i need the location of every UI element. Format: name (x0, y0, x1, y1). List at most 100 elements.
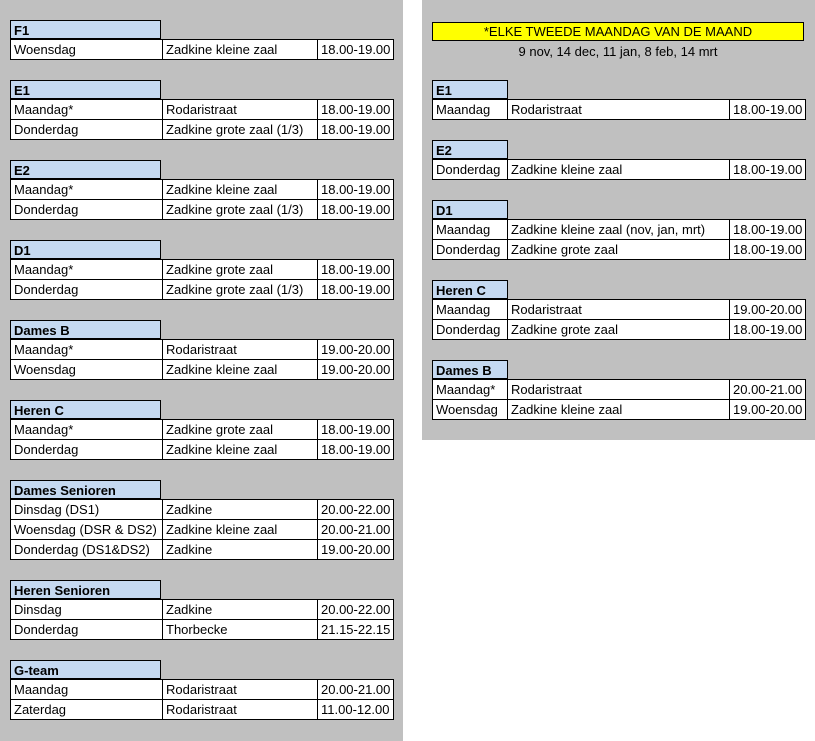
table-row: Woensdag Zadkine kleine zaal 19.00-20.00 (10, 359, 395, 380)
table-row: Woensdag Zadkine kleine zaal 19.00-20.00 (432, 399, 807, 420)
time-cell: 20.00-21.00 (728, 379, 807, 400)
schedule-table: Donderdag Zadkine kleine zaal 18.00-19.00 (432, 159, 807, 180)
table-row: Donderdag Zadkine grote zaal 18.00-19.00 (432, 319, 807, 340)
schedule-table: Maandag Zadkine kleine zaal (nov, jan, mr… (432, 219, 807, 260)
location-cell: Rodaristraat (507, 99, 730, 120)
day-cell: Maandag* (10, 179, 163, 200)
time-cell: 19.00-20.00 (728, 399, 807, 420)
table-row: Maandag* Rodaristraat 19.00-20.00 (10, 339, 395, 360)
time-cell: 18.00-19.00 (728, 319, 807, 340)
location-cell: Zadkine (162, 499, 318, 520)
table-row: Maandag* Zadkine kleine zaal 18.00-19.00 (10, 179, 395, 200)
table-row: Woensdag (DSR & DS2) Zadkine kleine zaal 2… (10, 519, 395, 540)
day-cell: Donderdag (10, 439, 163, 460)
day-cell: Donderdag (DS1&DS2) (10, 539, 163, 560)
time-cell: 20.00-21.00 (316, 519, 395, 540)
time-cell: 18.00-19.00 (316, 439, 395, 460)
day-cell: Maandag* (10, 339, 163, 360)
table-row: Maandag Rodaristraat 18.00-19.00 (432, 99, 807, 120)
table-row: Maandag* Rodaristraat 18.00-19.00 (10, 99, 395, 120)
day-cell: Woensdag (DSR & DS2) (10, 519, 163, 540)
left-group: Heren C Maandag* Zadkine grote zaal 18.00-1… (10, 400, 395, 460)
day-cell: Dinsdag (10, 599, 163, 620)
group-title: E2 (10, 160, 161, 179)
table-row: Donderdag Thorbecke 21.15-22.15 (10, 619, 395, 640)
table-row: Dinsdag (DS1) Zadkine 20.00-22.00 (10, 499, 395, 520)
location-cell: Rodaristraat (162, 99, 318, 120)
location-cell: Zadkine kleine zaal (507, 399, 730, 420)
group-title: Heren Senioren (10, 580, 161, 599)
schedule-table: Maandag* Rodaristraat 18.00-19.00 Donderdag… (10, 99, 395, 140)
table-row: Maandag* Zadkine grote zaal 18.00-19.00 (10, 259, 395, 280)
day-cell: Maandag* (10, 259, 163, 280)
group-title: D1 (10, 240, 161, 259)
schedule-table: Maandag* Rodaristraat 19.00-20.00 Woensdag Z… (10, 339, 395, 380)
day-cell: Donderdag (10, 279, 163, 300)
table-row: Donderdag Zadkine kleine zaal 18.00-19.00 (432, 159, 807, 180)
day-cell: Zaterdag (10, 699, 163, 720)
location-cell: Rodaristraat (162, 699, 318, 720)
table-row: Maandag Rodaristraat 20.00-21.00 (10, 679, 395, 700)
time-cell: 20.00-21.00 (316, 679, 395, 700)
day-cell: Maandag* (432, 379, 508, 400)
location-cell: Zadkine grote zaal (1/3) (162, 199, 318, 220)
location-cell: Zadkine grote zaal (162, 259, 318, 280)
time-cell: 18.00-19.00 (316, 99, 395, 120)
day-cell: Maandag* (10, 99, 163, 120)
left-group: F1 Woensdag Zadkine kleine zaal 18.00-19.00 (10, 20, 395, 60)
table-row: Donderdag Zadkine grote zaal (1/3) 18.00-1… (10, 199, 395, 220)
location-cell: Zadkine kleine zaal (162, 179, 318, 200)
time-cell: 18.00-19.00 (316, 179, 395, 200)
time-cell: 21.15-22.15 (316, 619, 395, 640)
group-title: G-team (10, 660, 161, 679)
location-cell: Zadkine kleine zaal (507, 159, 730, 180)
time-cell: 19.00-20.00 (316, 339, 395, 360)
location-cell: Rodaristraat (162, 339, 318, 360)
left-group: Dames B Maandag* Rodaristraat 19.00-20.00 Wo… (10, 320, 395, 380)
location-cell: Zadkine kleine zaal (162, 39, 318, 60)
location-cell: Zadkine (162, 539, 318, 560)
group-title: Dames Senioren (10, 480, 161, 499)
schedule-table: Maandag* Zadkine kleine zaal 18.00-19.00 Do… (10, 179, 395, 220)
left-group: E1 Maandag* Rodaristraat 18.00-19.00 Donderd… (10, 80, 395, 140)
left-group: Dames Senioren Dinsdag (DS1) Zadkine 20.00-… (10, 480, 395, 560)
group-title: E1 (10, 80, 161, 99)
day-cell: Donderdag (432, 319, 508, 340)
right-group: E2 Donderdag Zadkine kleine zaal 18.00-19.0… (432, 140, 807, 180)
location-cell: Zadkine grote zaal (1/3) (162, 279, 318, 300)
group-title: Dames B (10, 320, 161, 339)
time-cell: 19.00-20.00 (728, 299, 807, 320)
day-cell: Maandag* (10, 419, 163, 440)
day-cell: Woensdag (432, 399, 508, 420)
table-row: Maandag Rodaristraat 19.00-20.00 (432, 299, 807, 320)
schedule-table: Maandag* Rodaristraat 20.00-21.00 Woensdag Z… (432, 379, 807, 420)
right-group: D1 Maandag Zadkine kleine zaal (nov, jan, … (432, 200, 807, 260)
location-cell: Zadkine (162, 599, 318, 620)
schedule-table: Maandag* Zadkine grote zaal 18.00-19.00 Don… (10, 419, 395, 460)
time-cell: 18.00-19.00 (316, 279, 395, 300)
table-row: Dinsdag Zadkine 20.00-22.00 (10, 599, 395, 620)
day-cell: Donderdag (432, 239, 508, 260)
right-group: Heren C Maandag Rodaristraat 19.00-20.00 Don… (432, 280, 807, 340)
time-cell: 18.00-19.00 (728, 239, 807, 260)
schedule-table: Maandag Rodaristraat 18.00-19.00 (432, 99, 807, 120)
time-cell: 18.00-19.00 (316, 419, 395, 440)
table-row: Donderdag Zadkine grote zaal 18.00-19.00 (432, 239, 807, 260)
time-cell: 18.00-19.00 (728, 99, 807, 120)
location-cell: Zadkine kleine zaal (162, 359, 318, 380)
day-cell: Donderdag (432, 159, 508, 180)
group-title: Heren C (432, 280, 508, 299)
monday-note-banner: *ELKE TWEEDE MAANDAG VAN DE MAAND (432, 22, 804, 41)
time-cell: 18.00-19.00 (316, 259, 395, 280)
table-row: Donderdag (DS1&DS2) Zadkine 19.00-20.00 (10, 539, 395, 560)
location-cell: Zadkine kleine zaal (162, 439, 318, 460)
location-cell: Rodaristraat (507, 379, 730, 400)
group-title: Heren C (10, 400, 161, 419)
table-row: Woensdag Zadkine kleine zaal 18.00-19.00 (10, 39, 395, 60)
day-cell: Donderdag (10, 199, 163, 220)
location-cell: Zadkine grote zaal (1/3) (162, 119, 318, 140)
left-group: D1 Maandag* Zadkine grote zaal 18.00-19.00 D… (10, 240, 395, 300)
left-group: G-team Maandag Rodaristraat 20.00-21.00 Zate… (10, 660, 395, 720)
time-cell: 18.00-19.00 (316, 199, 395, 220)
group-title: E1 (432, 80, 508, 99)
